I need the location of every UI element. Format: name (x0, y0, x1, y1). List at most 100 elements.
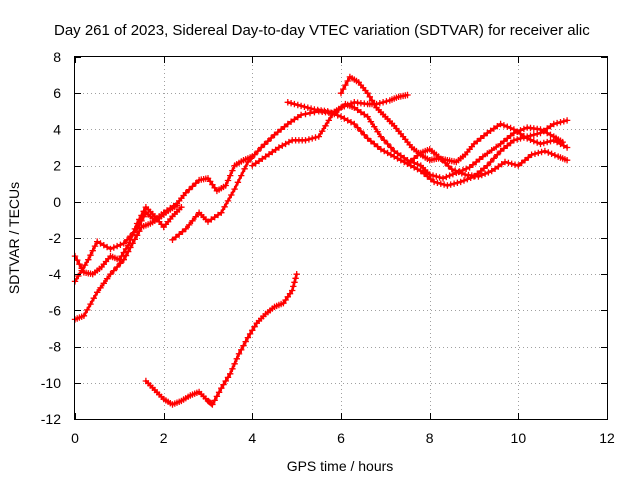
data-point-marker (315, 133, 322, 140)
data-point-marker (520, 125, 528, 133)
data-point-marker (110, 244, 117, 251)
data-point-marker (189, 217, 196, 224)
data-point-marker (438, 156, 446, 163)
data-point-marker (458, 170, 465, 177)
data-point-marker (517, 130, 524, 138)
data-point-marker (331, 110, 338, 118)
data-point-marker (218, 385, 225, 392)
data-point-marker (495, 163, 502, 170)
data-point-marker (485, 169, 492, 176)
data-point-marker (241, 165, 248, 172)
x-tick-label: 0 (71, 430, 79, 446)
data-point-marker (325, 117, 332, 124)
data-point-marker (457, 178, 464, 186)
data-point-marker (291, 100, 298, 108)
data-point-marker (474, 138, 481, 145)
data-point-marker (116, 256, 123, 263)
data-point-marker (459, 166, 467, 174)
data-point-marker (500, 145, 508, 152)
data-point-marker (254, 147, 262, 155)
data-point-marker (249, 327, 256, 334)
data-point-marker (507, 124, 514, 132)
data-point-marker (222, 182, 229, 189)
data-point-marker (100, 280, 107, 287)
data-point-marker (274, 128, 281, 136)
data-point-marker (222, 377, 229, 385)
data-point-marker (407, 157, 414, 165)
data-point-marker (544, 138, 551, 146)
x-tick-label: 6 (337, 430, 345, 446)
data-point-marker (287, 100, 295, 107)
data-point-marker (545, 149, 552, 156)
data-point-marker (429, 172, 437, 179)
data-point-marker (284, 99, 291, 106)
data-point-marker (262, 153, 269, 160)
data-point-marker (215, 389, 223, 396)
data-point-marker (391, 147, 398, 155)
data-point-marker (334, 112, 341, 119)
data-point-marker (125, 242, 132, 249)
data-point-marker (381, 137, 388, 144)
y-tick-label: -4 (49, 266, 62, 282)
series-track-9 (71, 204, 185, 278)
grid-layer (75, 57, 607, 419)
data-point-marker (537, 140, 544, 148)
data-point-marker (234, 179, 242, 186)
data-point-marker (129, 231, 136, 238)
data-point-marker (290, 283, 297, 290)
data-point-marker (307, 105, 315, 112)
data-point-marker (351, 104, 358, 111)
x-tick-label: 8 (426, 430, 434, 446)
data-point-marker (305, 136, 313, 143)
data-point-marker (401, 158, 408, 166)
data-point-marker (376, 100, 383, 107)
data-point-marker (530, 138, 537, 145)
data-point-marker (238, 172, 245, 179)
data-point-marker (293, 271, 300, 278)
data-point-marker (493, 143, 500, 151)
data-point-marker (327, 109, 335, 116)
data-point-marker (110, 267, 117, 274)
data-point-marker (547, 123, 554, 130)
data-point-marker (446, 172, 453, 179)
data-point-marker (550, 137, 557, 144)
data-point-marker (211, 397, 218, 404)
data-point-marker (238, 346, 245, 353)
series-track-8 (142, 271, 300, 408)
data-point-marker (182, 225, 189, 233)
data-point-marker (417, 167, 424, 175)
data-point-marker (470, 140, 478, 148)
data-point-marker (272, 146, 279, 153)
data-point-marker (218, 209, 225, 216)
data-point-marker (387, 151, 395, 158)
data-point-marker (487, 127, 494, 134)
data-point-marker (514, 136, 521, 143)
data-point-marker (271, 131, 278, 138)
data-point-marker (477, 167, 484, 175)
data-point-marker (367, 118, 375, 125)
data-point-marker (74, 257, 81, 264)
data-point-marker (89, 247, 96, 254)
data-point-marker (281, 123, 288, 130)
data-point-marker (563, 117, 571, 124)
x-axis-label: GPS time / hours (287, 458, 394, 474)
data-point-marker (275, 144, 283, 151)
data-point-marker (136, 216, 143, 223)
data-point-marker (208, 400, 215, 407)
data-point-marker (97, 240, 104, 247)
data-point-marker (255, 157, 263, 165)
data-point-marker (269, 148, 276, 156)
data-point-marker (553, 138, 561, 146)
data-point-marker (521, 157, 529, 164)
data-point-marker (173, 202, 181, 209)
data-point-marker (361, 111, 368, 118)
y-tick-label: 0 (53, 194, 61, 210)
data-point-marker (244, 158, 252, 166)
data-point-marker (384, 140, 391, 148)
data-point-marker (107, 271, 114, 278)
data-point-marker (231, 185, 238, 193)
data-point-marker (377, 133, 385, 140)
data-point-marker (464, 176, 471, 183)
data-point-marker (117, 260, 124, 267)
data-point-marker (227, 172, 234, 179)
